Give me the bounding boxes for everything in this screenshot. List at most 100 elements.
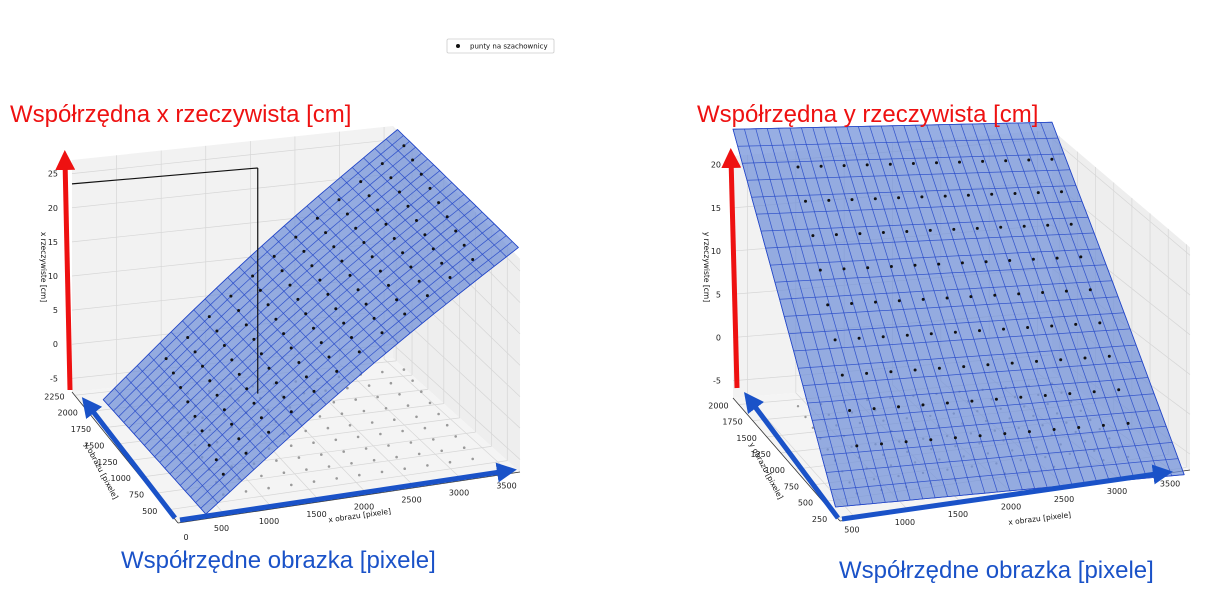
data-point: [945, 296, 949, 300]
floor-point: [380, 470, 384, 474]
data-point: [1064, 289, 1068, 293]
data-point: [1059, 358, 1063, 362]
data-point: [222, 408, 226, 412]
data-point: [1027, 158, 1031, 162]
data-point: [937, 366, 941, 370]
data-point: [897, 196, 901, 200]
x-tick-label: 500: [214, 524, 229, 533]
data-point: [230, 422, 234, 426]
data-point: [990, 192, 994, 196]
data-point: [237, 372, 241, 376]
data-point: [345, 212, 349, 216]
data-point: [962, 365, 966, 369]
data-point: [380, 331, 384, 335]
surface-grid-line: [205, 247, 519, 515]
data-point: [437, 201, 441, 205]
surface-grid-line: [742, 153, 1065, 164]
floor-point: [384, 407, 388, 410]
data-point: [905, 333, 909, 337]
floor-point: [398, 393, 401, 396]
data-point: [999, 225, 1003, 229]
fitted-surface: [102, 129, 520, 515]
data-point: [282, 395, 286, 399]
data-point: [1098, 321, 1102, 325]
data-point: [1004, 159, 1008, 163]
data-point: [337, 198, 341, 202]
floor-point: [804, 415, 807, 419]
data-point: [1043, 394, 1047, 397]
floor-point: [445, 423, 449, 427]
data-point: [419, 172, 423, 176]
data-point: [367, 194, 371, 198]
data-point: [425, 294, 429, 298]
data-point: [1031, 257, 1035, 261]
data-point: [357, 350, 361, 354]
z-tick-label: 5: [53, 306, 58, 315]
data-points: [164, 144, 475, 476]
floor-point: [415, 415, 418, 419]
data-point: [945, 401, 949, 405]
data-point: [326, 292, 330, 296]
data-point: [440, 261, 444, 265]
x-tick-label: 3000: [1107, 487, 1127, 496]
data-point: [302, 249, 306, 253]
y-tick-label: 1000: [765, 466, 785, 475]
data-point: [207, 315, 211, 319]
floor-point: [454, 435, 458, 438]
floor-point: [367, 384, 371, 387]
data-point: [324, 231, 328, 235]
data-point: [913, 263, 917, 267]
floor-point: [393, 418, 396, 422]
chart-right: -5 0 5 10 15 20 500 1000 1500 2000 2500 3000 3500 250…: [697, 101, 1191, 584]
x-tick-label: 2500: [1054, 495, 1074, 504]
surface-grid-line: [164, 199, 471, 469]
y-tick-label: 2000: [58, 409, 78, 418]
surface-grid-line: [779, 280, 1113, 300]
data-point: [297, 361, 301, 364]
z-tick-label: 25: [48, 170, 58, 179]
data-point: [834, 233, 838, 237]
data-point: [858, 232, 862, 236]
data-point: [804, 199, 807, 203]
data-point: [881, 335, 885, 339]
data-point: [993, 293, 997, 297]
floor-point: [267, 486, 270, 490]
data-point: [960, 261, 964, 265]
data-point: [372, 316, 376, 320]
floor-point: [406, 404, 410, 407]
legend-label: punty na szachownicy: [470, 43, 548, 51]
data-point: [179, 386, 183, 389]
floor-point: [437, 412, 440, 416]
surface-grid-line: [133, 164, 434, 435]
data-point: [274, 381, 278, 385]
grid-line: [392, 344, 521, 460]
z-tick-label: 20: [48, 204, 58, 213]
blue-arrow-x: [179, 462, 517, 523]
floor-point: [356, 435, 360, 439]
data-point: [267, 430, 271, 434]
data-point: [315, 216, 319, 220]
data-point: [401, 251, 405, 255]
x-tick-label: 1500: [306, 510, 326, 519]
x-tick-label: 0: [183, 533, 188, 542]
data-point: [296, 297, 300, 301]
data-point: [857, 336, 861, 340]
surface-grid-line: [200, 241, 513, 509]
data-point: [1074, 322, 1078, 326]
y-tick-label: 1000: [111, 474, 131, 483]
data-point: [342, 321, 346, 325]
y-tick-label: 2000: [708, 401, 728, 410]
data-point: [215, 393, 219, 397]
data-point: [387, 283, 390, 287]
data-point: [304, 375, 308, 379]
data-point: [312, 389, 316, 393]
data-point: [796, 165, 800, 169]
data-point: [1126, 421, 1130, 425]
data-point: [911, 162, 915, 165]
data-point: [370, 255, 374, 259]
data-point: [229, 294, 233, 298]
surface-grid-line: [746, 169, 1071, 181]
x-tick-label: 500: [844, 526, 859, 535]
z-tick-label: 10: [711, 247, 721, 256]
grid-line: [167, 460, 508, 511]
